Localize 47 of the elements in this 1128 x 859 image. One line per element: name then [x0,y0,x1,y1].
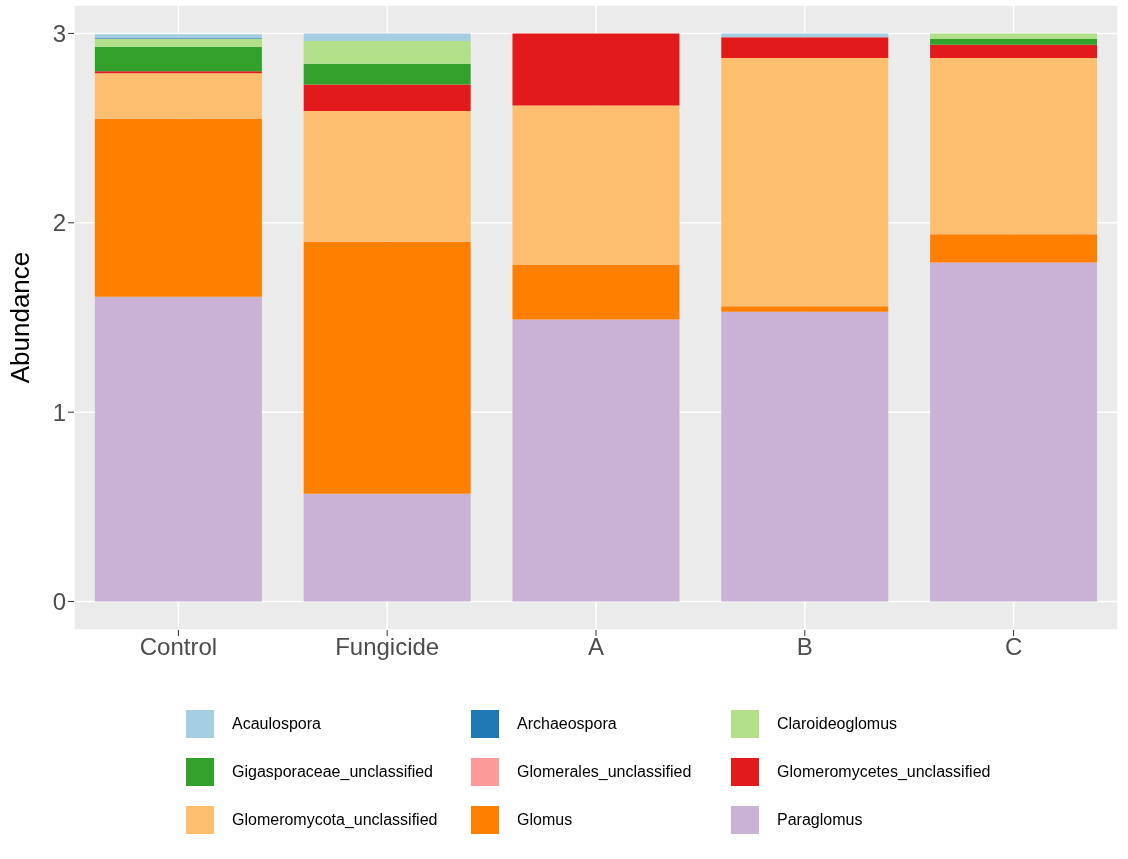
y-axis-title: Abundance [5,251,36,384]
bar [721,37,889,59]
bar [303,493,471,602]
x-tick-label: Control [139,633,218,661]
bar [303,33,471,41]
legend-label: Acaulospora [232,715,321,733]
x-tick-label: Fungicide [335,633,440,661]
bar [721,306,889,312]
bar [94,296,262,602]
bar [721,33,889,38]
bar [94,73,262,119]
bar [721,311,889,602]
legend-label: Paraglomus [777,811,863,829]
bar [94,46,262,72]
bar [303,84,471,112]
legend-label: Gigasporaceae_unclassified [232,763,434,781]
bar [94,118,262,297]
bar [303,111,471,242]
bar [303,40,471,64]
legend-label: Glomeromycota_unclassified [232,811,438,829]
x-tick-label: B [796,633,813,661]
legend-label: Glomus [517,811,573,829]
bar [303,241,471,494]
y-tick-label: 2 [52,209,66,237]
bar [512,319,680,602]
bar [94,34,262,39]
y-tick-label: 0 [52,588,66,616]
legend-label: Archaeospora [517,715,617,733]
bar [930,262,1098,602]
bar [930,39,1098,45]
x-tick-label: C [1004,633,1023,661]
bar [512,105,680,265]
bar [721,58,889,307]
bar [930,44,1098,59]
y-tick-label: 1 [52,398,66,426]
bar [930,33,1098,40]
bar [930,58,1098,235]
legend-label: Glomerales_unclassified [517,763,692,781]
legend-label: Glomeromycetes_unclassified [777,763,991,781]
bar [94,39,262,47]
x-tick-label: A [587,633,605,661]
legend-label: Claroideoglomus [777,715,898,733]
bar [512,33,680,106]
bar [512,264,680,320]
y-tick-label: 3 [52,19,66,47]
bar [930,234,1098,263]
bar [303,63,471,85]
